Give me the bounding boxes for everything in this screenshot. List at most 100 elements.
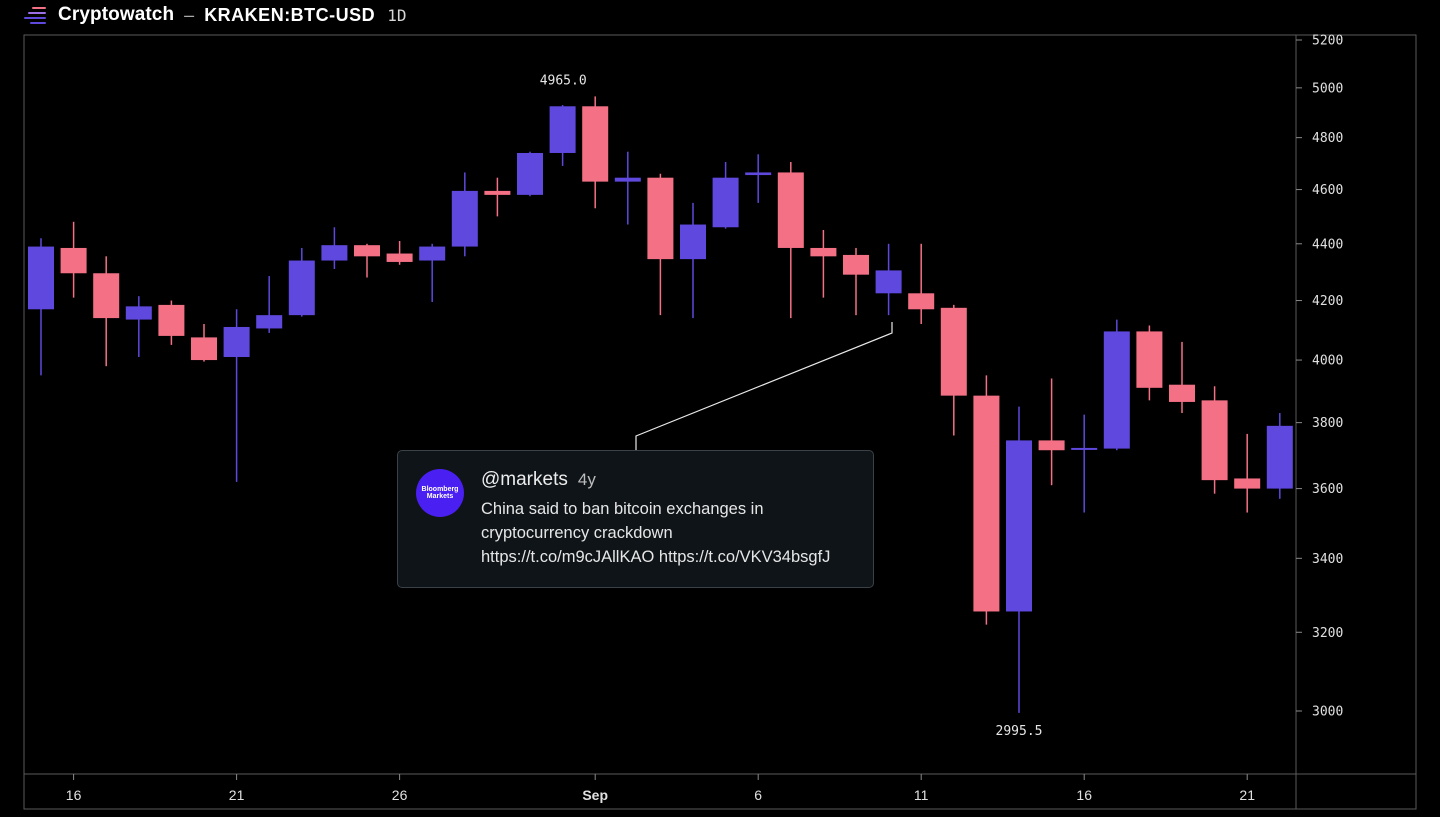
x-tick-label: 16 (66, 787, 82, 803)
candle[interactable] (1103, 319, 1130, 451)
candle[interactable] (288, 247, 315, 317)
candle-body (517, 152, 543, 195)
x-tick-label: 6 (754, 787, 762, 803)
candle[interactable] (1201, 386, 1228, 494)
candle[interactable] (908, 243, 935, 324)
candle-body (1006, 440, 1032, 612)
candle[interactable] (125, 296, 152, 358)
x-tick-label: 16 (1076, 787, 1092, 803)
x-tick-label: 21 (1239, 787, 1255, 803)
candle[interactable] (777, 162, 804, 319)
candle-body (712, 177, 739, 228)
candle-body (1266, 425, 1293, 489)
interval-label[interactable]: 1D (387, 5, 407, 25)
candle[interactable] (680, 202, 706, 319)
x-tick-label: 11 (914, 787, 929, 803)
candle-body (1071, 447, 1098, 450)
tweet-text-line: China said to ban bitcoin exchanges in (481, 500, 764, 518)
candle[interactable] (321, 227, 348, 269)
candle[interactable] (1006, 406, 1032, 713)
candle[interactable] (223, 309, 250, 482)
candle-body (1201, 400, 1228, 481)
candle-body (908, 293, 935, 310)
candle[interactable] (973, 375, 1000, 625)
candle-body (582, 106, 609, 182)
candle-body (1038, 440, 1065, 451)
candle-body (451, 190, 478, 247)
avatar-line-1: Bloomberg (421, 486, 459, 493)
tweet-card[interactable]: Bloomberg Markets @markets 4y China said … (397, 450, 874, 588)
candle[interactable] (517, 151, 543, 197)
avatar-line-2: Markets (426, 493, 454, 500)
candle[interactable] (354, 243, 380, 278)
y-tick-label: 5200 (1312, 34, 1343, 49)
y-tick-label: 3400 (1312, 552, 1343, 567)
y-tick-label: 4800 (1312, 131, 1343, 146)
candle[interactable] (1136, 325, 1163, 401)
market-pair[interactable]: KRAKEN:BTC-USD (204, 4, 376, 25)
candle-body (1169, 384, 1195, 402)
y-tick-label: 3800 (1312, 416, 1343, 431)
candle[interactable] (745, 154, 772, 203)
candle-body (354, 245, 380, 257)
candle[interactable] (1038, 378, 1065, 486)
chart-frame (23, 34, 1417, 810)
candle[interactable] (419, 243, 446, 302)
app-header: Cryptowatch – KRAKEN:BTC-USD 1D (24, 0, 406, 30)
candle[interactable] (1266, 413, 1293, 499)
candle-body (745, 172, 772, 176)
candle-body (1234, 478, 1261, 489)
candle[interactable] (940, 304, 967, 436)
candle-body (158, 304, 185, 336)
x-tick-label: Sep (582, 787, 608, 803)
y-tick-label: 3600 (1312, 482, 1343, 497)
tweet-handle-text[interactable]: @markets (481, 469, 568, 490)
candle-body (647, 177, 674, 260)
candle[interactable] (1234, 433, 1261, 513)
candle-body (680, 224, 706, 260)
low-price-label: 2995.5 (996, 724, 1043, 739)
candle[interactable] (451, 172, 478, 257)
candle[interactable] (549, 105, 576, 166)
candle[interactable] (484, 177, 511, 217)
candle[interactable] (386, 241, 413, 265)
candle-body (125, 306, 152, 320)
candle[interactable] (191, 323, 217, 362)
candle-body (484, 190, 511, 195)
candle-body (973, 395, 1000, 612)
candle-body (777, 172, 804, 248)
candle-body (223, 326, 250, 358)
candle[interactable] (810, 230, 837, 298)
candle-body (93, 273, 120, 319)
tweet-handle[interactable]: @markets 4y (481, 469, 596, 491)
candles-layer (28, 96, 1293, 713)
candle-body (321, 245, 348, 261)
candle[interactable] (712, 162, 739, 229)
candle[interactable] (28, 238, 54, 376)
candle[interactable] (158, 300, 185, 345)
candle[interactable] (1169, 341, 1195, 414)
candle-body (60, 247, 87, 274)
candle[interactable] (875, 243, 902, 316)
title-separator: – (184, 4, 195, 25)
candle-body (549, 106, 576, 153)
y-tick-label: 4000 (1312, 354, 1343, 369)
candle[interactable] (256, 276, 283, 333)
tweet-annotation-line (635, 322, 893, 451)
candle[interactable] (60, 221, 87, 298)
candle[interactable] (582, 96, 609, 209)
y-tick-label: 5000 (1312, 81, 1343, 96)
candle[interactable] (93, 256, 120, 367)
tweet-links[interactable]: https://t.co/m9cJAllKAO https://t.co/VKV… (481, 548, 831, 566)
tweet-age: 4y (577, 470, 596, 489)
candle[interactable] (843, 247, 869, 316)
candle[interactable] (614, 151, 641, 225)
bloomberg-avatar: Bloomberg Markets (416, 469, 464, 517)
candle[interactable] (1071, 414, 1098, 513)
candle-body (191, 337, 217, 361)
y-tick-label: 4600 (1312, 183, 1343, 198)
candle[interactable] (647, 173, 674, 316)
axis-layer: 3000 3200 3400 3600 3800 4000 4200 4400 4600 4800… (66, 34, 1344, 804)
candle-body (875, 270, 902, 294)
